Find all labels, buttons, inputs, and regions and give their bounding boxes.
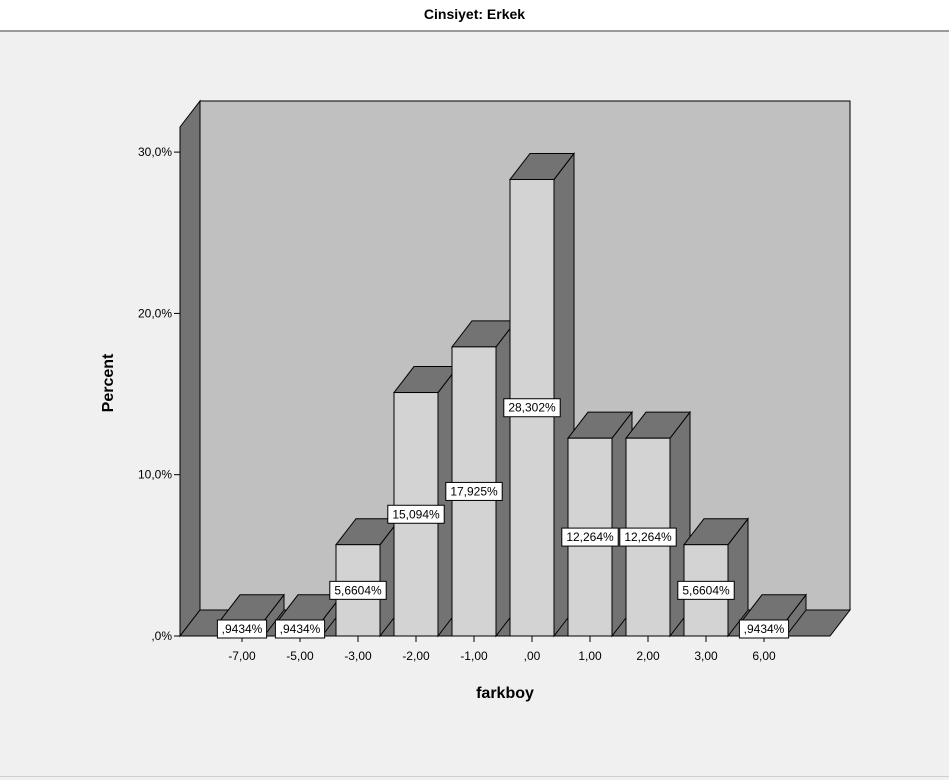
bar: [624, 410, 692, 638]
data-label-text: 28,302%: [508, 401, 556, 415]
y-axis-title: Percent: [100, 353, 117, 412]
data-label-box: [677, 580, 735, 600]
data-label-box: [445, 481, 503, 501]
y-axis: ,0% 10,0% 20,0% 30,0%: [138, 145, 180, 643]
data-label-text: 5,6604%: [334, 583, 382, 597]
y-tick-label: 10,0%: [138, 468, 172, 482]
x-axis-title: farkboy: [476, 685, 534, 702]
side-wall: [179, 99, 201, 638]
chart-title: Cinsiyet: Erkek: [423, 6, 526, 22]
x-tick-label: 3,00: [694, 649, 718, 663]
data-label-box: [329, 580, 387, 600]
data-label: 5,6604%: [677, 580, 735, 600]
data-label-box: [738, 619, 790, 639]
x-tick-label: 2,00: [636, 649, 660, 663]
data-label-text: 15,094%: [392, 507, 440, 521]
data-label: 17,925%: [445, 481, 503, 501]
x-tick-label: -7,00: [228, 649, 256, 663]
bottom-divider: [0, 776, 949, 777]
y-tick-label: ,0%: [151, 629, 172, 643]
data-label-text: ,9434%: [744, 622, 785, 636]
data-label: 5,6604%: [329, 580, 387, 600]
data-label-box: [387, 504, 445, 524]
data-label-text: 5,6604%: [682, 583, 730, 597]
data-labels: ,9434% ,9434% 5,6604% 15,094% 17,925% 28,302%…: [216, 398, 790, 639]
data-label-text: 12,264%: [566, 530, 614, 544]
data-label: ,9434%: [738, 619, 790, 639]
data-label-box: [619, 527, 677, 547]
bar: [508, 152, 576, 638]
data-label: ,9434%: [216, 619, 268, 639]
data-label: 15,094%: [387, 504, 445, 524]
data-label-box: [216, 619, 268, 639]
x-tick-label: 6,00: [752, 649, 776, 663]
x-tick-label: ,00: [524, 649, 541, 663]
bar: [450, 319, 518, 638]
x-tick-label: -2,00: [402, 649, 430, 663]
x-tick-label: 1,00: [578, 649, 602, 663]
bar: [566, 410, 634, 638]
x-tick-label: -1,00: [460, 649, 488, 663]
x-axis: -7,00 -5,00 -3,00 -2,00 -1,00 ,00 1,00 2,00 3,00…: [228, 636, 776, 663]
bar: [682, 517, 750, 638]
data-label-text: 17,925%: [450, 484, 498, 498]
y-tick-label: 30,0%: [138, 145, 172, 159]
data-label-text: ,9434%: [222, 622, 263, 636]
bar: [334, 517, 402, 638]
x-tick-label: -3,00: [344, 649, 372, 663]
bar: [392, 365, 460, 638]
y-tick-label: 20,0%: [138, 306, 172, 320]
title-bar: Cinsiyet: Erkek: [0, 0, 949, 32]
data-label-box: [561, 527, 619, 547]
x-tick-label: -5,00: [286, 649, 314, 663]
data-label: 28,302%: [503, 398, 561, 418]
data-label-text: ,9434%: [280, 622, 321, 636]
data-label: ,9434%: [274, 619, 326, 639]
data-label: 12,264%: [619, 527, 677, 547]
data-label: 12,264%: [561, 527, 619, 547]
data-label-text: 12,264%: [624, 530, 672, 544]
data-label-box: [274, 619, 326, 639]
data-label-box: [503, 398, 561, 418]
